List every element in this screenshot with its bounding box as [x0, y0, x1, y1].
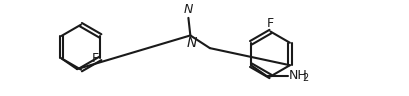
Text: NH: NH [288, 70, 307, 82]
Text: 2: 2 [301, 73, 307, 83]
Text: F: F [266, 17, 273, 30]
Text: N: N [183, 3, 193, 16]
Text: N: N [186, 36, 196, 50]
Text: F: F [91, 52, 98, 65]
